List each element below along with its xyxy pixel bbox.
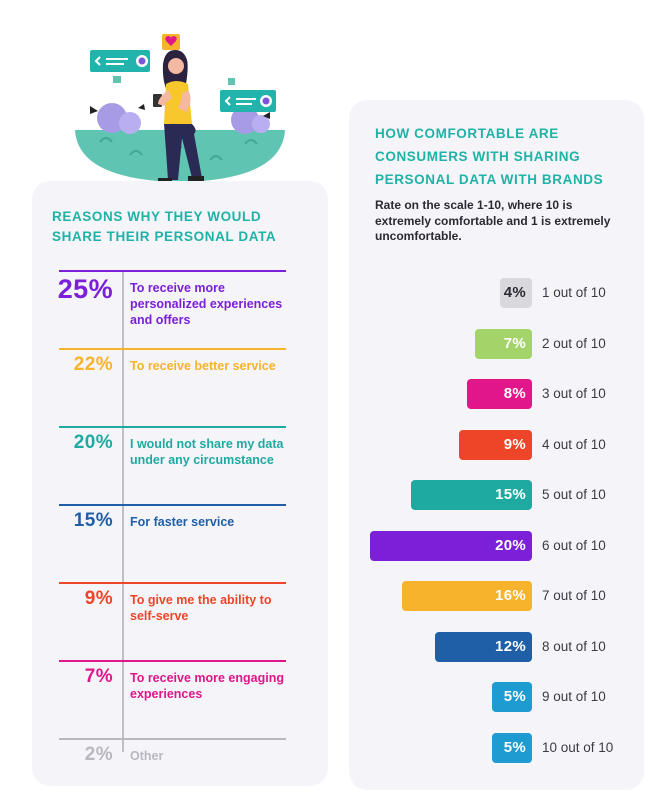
reason-label: To give me the ability to self-serve xyxy=(130,593,272,623)
reason-percent: 2% xyxy=(84,744,113,765)
hero-illustration xyxy=(60,20,300,190)
bar: 15% xyxy=(410,480,532,510)
reason-row: 25% To receive more personalized experien… xyxy=(32,270,328,348)
bar: 16% xyxy=(402,581,532,611)
bar-value-label: 20% xyxy=(495,536,526,554)
bar-category-label: 5 out of 10 xyxy=(542,487,606,502)
reason-label: Other xyxy=(130,749,164,763)
reasons-title: REASONS WHY THEY WOULD SHARE THEIR PERSO… xyxy=(52,209,277,244)
bar-category-label: 7 out of 10 xyxy=(542,588,606,603)
comfort-title: HOW COMFORTABLE ARE CONSUMERS WITH SHARI… xyxy=(375,126,604,187)
bar-value-label: 9% xyxy=(503,435,526,453)
reason-percent: 7% xyxy=(84,666,113,687)
reasons-divider xyxy=(122,270,124,752)
reason-percent: 25% xyxy=(57,274,113,304)
reason-rule xyxy=(59,660,286,662)
reason-label: To receive more personalized experiences… xyxy=(130,281,283,327)
reason-label: To receive better service xyxy=(130,359,276,373)
bar-value-label: 15% xyxy=(495,486,526,503)
reason-label: I would not share my data under any circ… xyxy=(130,437,284,467)
bar: 5% xyxy=(491,732,532,763)
reason-percent: 9% xyxy=(84,588,113,609)
bar: 12% xyxy=(434,631,532,662)
reason-label: For faster service xyxy=(130,515,235,529)
bar: 5% xyxy=(491,682,532,712)
bar-category-label: 10 out of 10 xyxy=(542,739,614,755)
bar-value-label: 5% xyxy=(503,738,526,756)
bar: 9% xyxy=(459,429,532,460)
bar-value-label: 12% xyxy=(495,637,526,655)
reason-percent: 15% xyxy=(73,510,113,531)
bar-category-label: 3 out of 10 xyxy=(542,386,606,401)
reason-rule xyxy=(59,348,286,350)
reason-percent: 22% xyxy=(73,354,113,375)
reasons-card: REASONS WHY THEY WOULD SHARE THEIR PERSO… xyxy=(32,181,328,786)
reason-percent: 20% xyxy=(73,432,113,453)
bar-value-label: 5% xyxy=(503,688,526,705)
bar-value-label: 8% xyxy=(503,385,526,402)
reason-row: 20% I would not share my data under any c… xyxy=(32,426,328,504)
bar-category-label: 4 out of 10 xyxy=(542,436,606,452)
reason-row: 2% Other xyxy=(32,738,328,800)
reason-label: To receive more engaging experiences xyxy=(130,671,284,701)
bar: 4% xyxy=(499,278,532,308)
reason-rule xyxy=(59,738,286,740)
reason-row: 7% To receive more engaging experiences xyxy=(32,660,328,738)
bar: 20% xyxy=(370,530,532,561)
bar-category-label: 2 out of 10 xyxy=(542,335,606,351)
bar: 7% xyxy=(475,328,532,359)
reason-rule xyxy=(59,504,286,506)
reason-rule xyxy=(59,426,286,428)
reason-rule xyxy=(59,270,286,272)
woman-with-phone-icon xyxy=(75,34,285,183)
bar-category-label: 8 out of 10 xyxy=(542,638,606,654)
comfort-subtitle: Rate on the scale 1-10, where 10 is extr… xyxy=(375,198,611,243)
reason-row: 22% To receive better service xyxy=(32,348,328,426)
reason-rule xyxy=(59,582,286,584)
bar: 8% xyxy=(467,379,532,409)
reason-row: 15% For faster service xyxy=(32,504,328,582)
comfort-bar-chart: 4% 1 out of 10 7% 2 out of 10 8% 3 out of 10 9… xyxy=(349,100,644,790)
comfort-card: HOW COMFORTABLE ARE CONSUMERS WITH SHARI… xyxy=(349,100,644,790)
bar-value-label: 16% xyxy=(495,587,526,604)
bar-value-label: 7% xyxy=(503,334,526,352)
bar-category-label: 6 out of 10 xyxy=(542,537,606,553)
reason-row: 9% To give me the ability to self-serve xyxy=(32,582,328,660)
bar-category-label: 9 out of 10 xyxy=(542,689,606,704)
bar-category-label: 1 out of 10 xyxy=(542,285,606,300)
bar-value-label: 4% xyxy=(503,284,526,301)
